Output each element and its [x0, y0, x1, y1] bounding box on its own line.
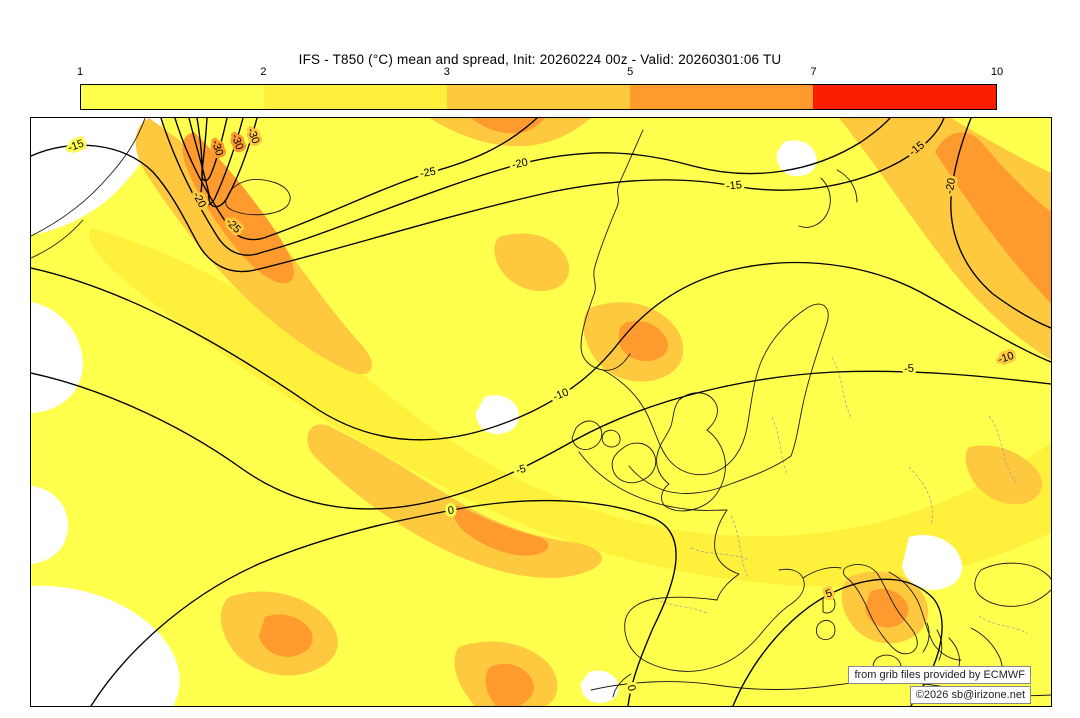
country-border	[831, 356, 853, 420]
weather-map-canvas: -15 -30 -30 -30-25-20-25-20-15-15-20-10-10-…	[31, 118, 1051, 706]
colorbar: 1 2 3 5 7 10	[76, 66, 1003, 112]
contour-line-minus20	[160, 118, 891, 256]
contour-line-zero	[90, 499, 677, 706]
coastline-greenland	[31, 118, 146, 237]
spread-patch-orange	[182, 132, 294, 284]
coastline-germany-netherlands	[578, 451, 728, 511]
coastline-gibraltar	[612, 673, 632, 698]
contour-label: -15	[725, 179, 742, 193]
country-border-layer	[650, 356, 1028, 634]
attribution-source: from grib files provided by ECMWF	[848, 666, 1031, 684]
spread-patch-orange	[618, 320, 668, 362]
spread-none-layer	[31, 118, 963, 706]
chart-title: IFS - T850 (°C) mean and spread, Init: 2…	[298, 52, 782, 67]
spread-patch-orange	[485, 663, 534, 706]
coastline-denmark-island	[601, 429, 621, 448]
spread-patch-white	[31, 486, 68, 564]
contour-line-minus15	[31, 118, 945, 273]
coastline-balkans	[888, 571, 962, 661]
coastline-great-britain	[656, 392, 726, 512]
colorbar-tick: 1	[76, 66, 84, 78]
country-border	[908, 466, 933, 525]
colorbar-segment	[81, 85, 264, 109]
spread-patch-orange	[471, 118, 545, 134]
spread-patch-white	[902, 535, 963, 590]
country-border	[690, 547, 750, 561]
spread-level4-layer	[182, 118, 1051, 706]
spread-patch-amber	[494, 233, 570, 292]
spread-patch-white	[776, 140, 817, 177]
coastline-white-sea	[798, 169, 858, 228]
contour-line-minus30	[196, 118, 244, 206]
spread-patch-orange	[259, 614, 313, 657]
spread-patch-orange	[935, 132, 1051, 304]
spread-patch-white	[31, 302, 83, 413]
spread-patch-orange	[452, 505, 549, 556]
colorbar-tick: 2	[260, 66, 267, 78]
coastline-greece-peninsulas	[922, 622, 960, 667]
contour-label: -5	[904, 363, 915, 376]
contour-line-minus10	[31, 261, 1051, 441]
spread-patch-white	[475, 395, 519, 435]
coastline-france-biscay	[714, 509, 740, 601]
contour-line-minus5	[31, 370, 1051, 510]
spread-patch-white	[31, 585, 180, 706]
colorbar-segment	[813, 85, 996, 109]
coastline-baltic-finland	[602, 303, 829, 494]
colorbar-tick: 3	[443, 66, 450, 78]
map-frame: -15 -30 -30 -30 -25 -20 -25 -20 -15 -15 -20 -10 -10-…	[30, 117, 1052, 707]
coastline-greenland-detail	[31, 219, 84, 259]
attribution-copyright: ©2026 sb@irizone.net	[909, 686, 1031, 704]
coastline-iberia	[624, 568, 805, 672]
spread-patch-white	[580, 670, 619, 703]
coastline-france-mediterranean	[802, 567, 842, 579]
coastline-norway	[580, 129, 644, 371]
attribution: from grib files provided by ECMWF ©2026 …	[848, 666, 1031, 704]
coastline-ireland	[611, 442, 657, 484]
country-border	[978, 615, 1028, 634]
contour-line-minus30	[201, 118, 228, 182]
spread-patch-white	[31, 118, 163, 235]
colorbar-gradient	[80, 84, 997, 110]
coastline-black-sea	[974, 562, 1051, 607]
coastline-iceland	[225, 179, 291, 216]
colorbar-tick: 7	[810, 66, 817, 78]
coastline-denmark	[571, 420, 603, 450]
colorbar-tick: 10	[990, 66, 1004, 78]
colorbar-segment	[630, 85, 813, 109]
coastline-corsica-sardinia	[815, 595, 836, 641]
country-border	[771, 416, 789, 476]
country-border	[988, 415, 1018, 485]
contour-line-minus20	[950, 118, 1051, 329]
colorbar-segment	[264, 85, 447, 109]
spread-patch-amber	[965, 445, 1043, 505]
colorbar-tick-labels: 1 2 3 5 7 10	[76, 66, 1003, 82]
contour-line-minus25	[174, 118, 538, 241]
country-border	[650, 596, 709, 615]
country-border	[730, 515, 749, 578]
spread-patch-orange	[865, 588, 909, 628]
colorbar-segment	[447, 85, 630, 109]
colorbar-tick: 5	[627, 66, 634, 78]
